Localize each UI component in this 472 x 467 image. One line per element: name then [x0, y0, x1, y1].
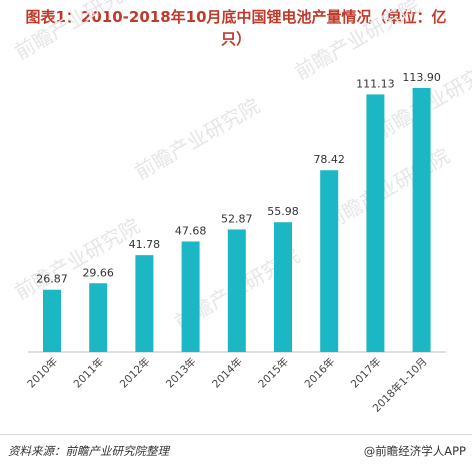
bar — [135, 255, 153, 352]
bar — [274, 222, 292, 352]
x-tick-label: 2015年 — [256, 355, 292, 391]
footer: 资料来源：前瞻产业研究院整理 @前瞻经济学人APP — [0, 434, 472, 467]
value-label: 29.66 — [82, 266, 114, 279]
value-label: 78.42 — [313, 153, 345, 166]
x-tick-label: 2011年 — [71, 355, 107, 391]
x-tick-labels-group: 2010年 2011年 2012年 2013年 2014年 2015年 2016年 2017年… — [25, 355, 430, 415]
watermark-text: 前瞻产业研究院 — [11, 0, 144, 64]
watermark-text: 前瞻产业研究院 — [11, 214, 144, 305]
bar-chart: 前瞻产业研究院前瞻产业研究院前瞻产业研究院前瞻产业研究院前瞻产业研究院前瞻产业研… — [0, 0, 472, 434]
x-tick-label: 2010年 — [25, 355, 61, 391]
value-label: 26.87 — [36, 273, 68, 286]
bar — [89, 283, 107, 352]
value-label: 52.87 — [221, 212, 253, 225]
x-tick-label: 2016年 — [302, 355, 338, 391]
value-label: 41.78 — [129, 238, 161, 251]
bar — [320, 170, 338, 352]
x-tick-label: 2014年 — [209, 355, 245, 391]
value-label: 113.90 — [402, 71, 441, 84]
value-label: 55.98 — [267, 205, 299, 218]
value-label: 47.68 — [175, 224, 207, 237]
source-note: 资料来源：前瞻产业研究院整理 — [8, 443, 169, 459]
x-tick-label: 2012年 — [117, 355, 153, 391]
bar — [182, 241, 200, 352]
bar — [413, 88, 431, 352]
brand-credit: @前瞻经济学人APP — [364, 443, 466, 459]
value-label: 111.13 — [356, 77, 395, 90]
bar — [228, 229, 246, 352]
bar — [43, 290, 61, 352]
watermark-text: 前瞻产业研究院 — [131, 94, 264, 185]
x-tick-label: 2017年 — [348, 355, 384, 391]
x-tick-label: 2013年 — [163, 355, 199, 391]
bar — [366, 94, 384, 352]
